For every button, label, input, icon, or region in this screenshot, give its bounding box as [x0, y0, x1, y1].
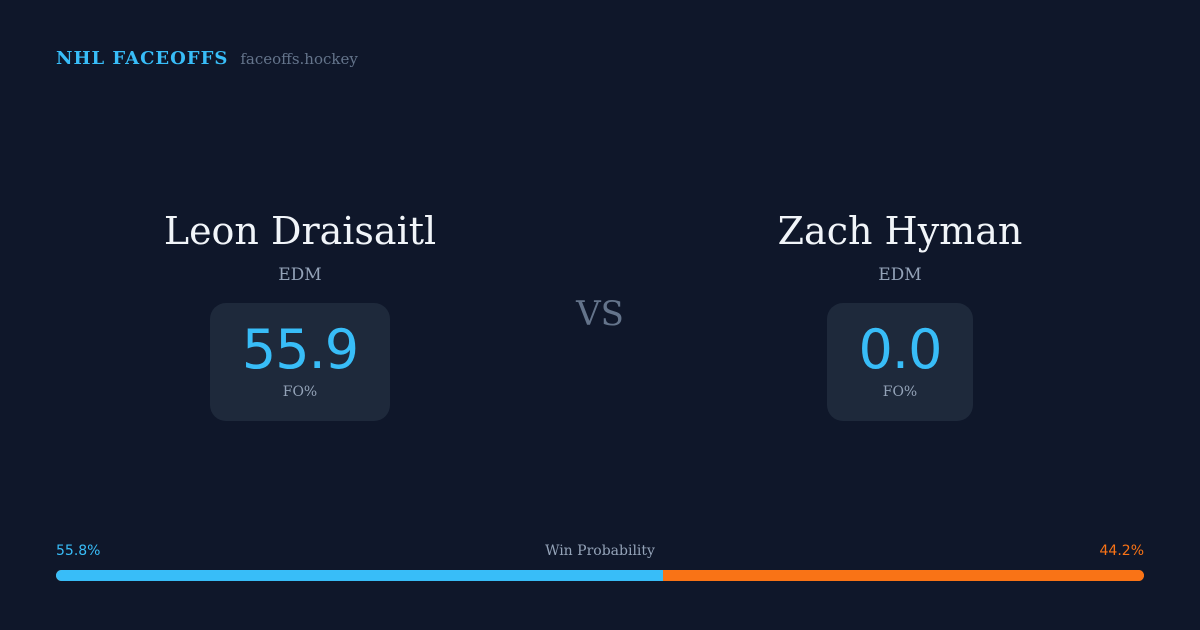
faceoff-stat-card: 0.0 FO%: [826, 303, 974, 421]
player-right: Zach Hyman EDM 0.0 FO%: [700, 205, 1100, 421]
faceoff-percentage: 55.9: [241, 318, 359, 381]
win-probability-bar: [56, 570, 1144, 581]
vs-label: VS: [576, 294, 624, 334]
player-team: EDM: [878, 265, 922, 285]
player-team: EDM: [278, 265, 322, 285]
win-prob-right: 44.2%: [1099, 543, 1144, 559]
brand-header: NHL FACEOFFS faceoffs.hockey: [56, 48, 358, 69]
brand-site: faceoffs.hockey: [240, 50, 358, 68]
win-prob-label: Win Probability: [545, 543, 655, 559]
win-prob-right-segment: [663, 570, 1144, 581]
faceoff-label: FO%: [882, 384, 918, 400]
faceoff-percentage: 0.0: [858, 318, 943, 381]
brand-title: NHL FACEOFFS: [56, 48, 229, 69]
win-prob-left-segment: [56, 570, 664, 581]
faceoff-label: FO%: [282, 384, 318, 400]
player-name: Zach Hyman: [777, 209, 1023, 253]
faceoff-stat-card: 55.9 FO%: [209, 303, 391, 421]
player-left: Leon Draisaitl EDM 55.9 FO%: [100, 205, 500, 421]
win-prob-left: 55.8%: [56, 543, 101, 559]
player-name: Leon Draisaitl: [163, 209, 437, 253]
